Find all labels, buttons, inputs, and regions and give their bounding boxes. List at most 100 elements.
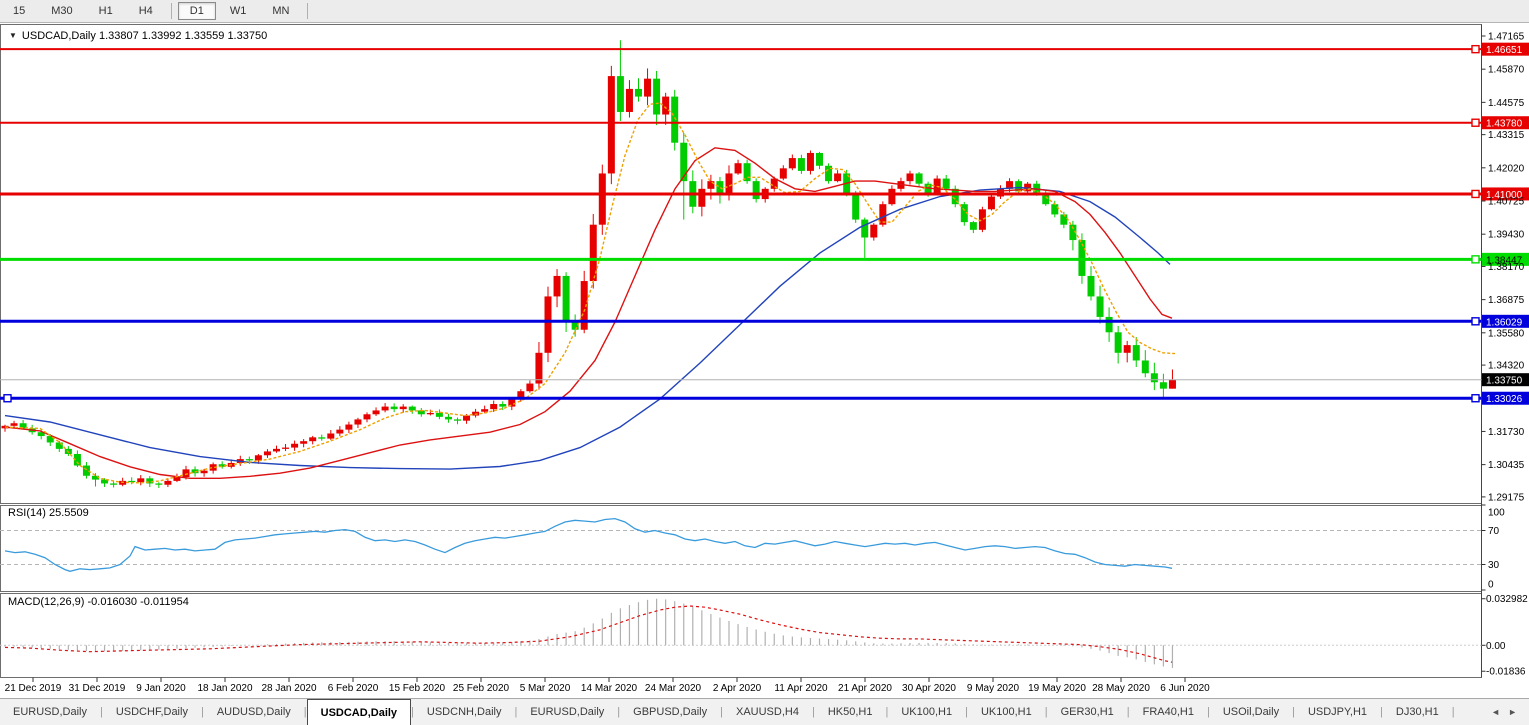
x-axis-date-label: 14 Mar 2020 xyxy=(581,683,638,694)
chart-tab-eurusd-daily[interactable]: EURUSD,Daily xyxy=(13,706,87,718)
chart-tab-hk50-h1[interactable]: HK50,H1 xyxy=(827,706,873,718)
chart-tab-fra40-h1[interactable]: FRA40,H1 xyxy=(1142,706,1194,718)
chart-tab-usdcnh-daily[interactable]: USDCNH,Daily xyxy=(426,706,502,718)
y-axis-tick: 1.38170 xyxy=(1488,262,1525,273)
x-axis-date-label: 24 Mar 2020 xyxy=(645,683,702,694)
ma-mid-line xyxy=(4,147,1173,479)
x-axis-date-label: 21 Apr 2020 xyxy=(838,683,892,694)
chart-window[interactable]: 1.46651 1.43780 1.41000 1.38447 1.36029 1.330… xyxy=(0,23,1529,698)
rsi-indicator-label: RSI(14) 25.5509 xyxy=(8,507,89,519)
chart-tab-usdjpy-h1[interactable]: USDJPY,H1 xyxy=(1307,706,1368,718)
timeframe-button-d1[interactable]: D1 xyxy=(177,2,216,20)
macd-indicator-label: MACD(12,26,9) -0.016030 -0.011954 xyxy=(8,596,189,608)
chart-tab-gbpusd-daily[interactable]: GBPUSD,Daily xyxy=(633,706,708,718)
x-axis-date-label: 30 Apr 2020 xyxy=(902,683,956,694)
chart-tab-usdcad-daily[interactable]: USDCAD,Daily xyxy=(306,699,412,725)
x-axis-date-label: 25 Feb 2020 xyxy=(453,683,510,694)
quote-high: 1.33992 xyxy=(141,30,182,42)
x-axis-date-label: 6 Feb 2020 xyxy=(328,683,379,694)
timeframe-button-w1[interactable]: W1 xyxy=(229,5,247,17)
hline-handle[interactable] xyxy=(1471,44,1480,54)
svg-text:1.46651: 1.46651 xyxy=(1486,45,1523,56)
chart-tab-usdchf-daily[interactable]: USDCHF,Daily xyxy=(115,706,188,718)
symbol-dropdown-icon[interactable]: ▼ xyxy=(9,31,17,40)
macd-histogram xyxy=(4,598,1174,668)
macd-value-1: -0.016030 xyxy=(87,596,138,608)
y-axis-tick: 1.31730 xyxy=(1488,427,1525,438)
price-1.36029-badge xyxy=(1482,314,1529,328)
tab-scroll-left-icon[interactable]: ◄ xyxy=(1491,707,1501,717)
chart-tab-uk100-h1[interactable]: UK100,H1 xyxy=(901,706,953,718)
svg-text:1.33750: 1.33750 xyxy=(1486,376,1523,387)
rsi-line xyxy=(4,517,1173,572)
macd-axis-tick: -0.01836 xyxy=(1486,667,1526,678)
y-axis-tick: 1.42020 xyxy=(1488,163,1525,174)
timeframe-button-h4[interactable]: H4 xyxy=(138,5,153,17)
tab-separator: | xyxy=(411,706,414,718)
x-axis-date-label: 5 Mar 2020 xyxy=(520,683,571,694)
y-axis-tick: 1.43315 xyxy=(1488,130,1525,141)
price-1.33026-badge xyxy=(1482,391,1529,405)
chart-tab-eurusd-daily[interactable]: EURUSD,Daily xyxy=(530,706,605,718)
x-axis-date-label: 28 May 2020 xyxy=(1092,683,1150,694)
macd-signal-line xyxy=(4,605,1173,663)
y-axis-tick: 1.44575 xyxy=(1488,98,1525,109)
tab-separator: | xyxy=(1206,706,1210,718)
tab-separator: | xyxy=(1451,706,1455,718)
x-axis-date-label: 18 Jan 2020 xyxy=(197,683,252,694)
tab-scroll-right-icon[interactable]: ► xyxy=(1508,707,1517,717)
price-1.38447-badge xyxy=(1482,252,1529,266)
quote-open: 1.33807 xyxy=(98,30,139,42)
tab-separator: | xyxy=(99,706,103,718)
svg-text:1.36029: 1.36029 xyxy=(1486,317,1523,328)
timeframe-button-m30[interactable]: M30 xyxy=(51,5,73,17)
price-1.41000-badge xyxy=(1482,187,1529,201)
rsi-axis-tick: 100 xyxy=(1488,508,1505,519)
x-axis-date-label: 31 Dec 2019 xyxy=(69,683,126,694)
hline-handle[interactable] xyxy=(1471,317,1480,326)
x-axis-date-label: 6 Jun 2020 xyxy=(1160,683,1210,694)
rsi-axis-tick: 70 xyxy=(1488,526,1500,537)
svg-text:1.38447: 1.38447 xyxy=(1486,255,1523,266)
quote-low: 1.33559 xyxy=(184,30,225,42)
macd-value-2: -0.011954 xyxy=(140,596,189,608)
y-axis-tick: 1.34320 xyxy=(1488,361,1525,372)
ma-fast-line xyxy=(4,102,1176,484)
chart-tab-ger30-h1[interactable]: GER30,H1 xyxy=(1060,706,1114,718)
timeframe-toolbar: 15 M30 H1 H4 D1 W1 MN xyxy=(0,0,1529,23)
chart-tab-dj30-h1[interactable]: DJ30,H1 xyxy=(1395,706,1439,718)
rsi-axis-tick: 30 xyxy=(1488,560,1500,571)
hline-handle[interactable] xyxy=(1471,255,1480,264)
y-axis-tick: 1.40725 xyxy=(1488,196,1525,207)
x-axis-date-label: 19 May 2020 xyxy=(1028,683,1086,694)
timeframe-button-15[interactable]: 15 xyxy=(13,5,26,17)
tab-separator: | xyxy=(1292,706,1295,718)
chart-tab-xauusd-h4[interactable]: XAUUSD,H4 xyxy=(735,706,799,718)
x-axis-date-label: 21 Dec 2019 xyxy=(5,683,62,694)
tab-separator: | xyxy=(200,706,204,718)
svg-text:1.33026: 1.33026 xyxy=(1486,394,1523,405)
x-axis-date-label: 9 Jan 2020 xyxy=(136,683,186,694)
y-axis-tick: 1.35580 xyxy=(1488,328,1525,339)
rsi-axis-tick: 0 xyxy=(1488,580,1494,591)
current-price-badge xyxy=(1482,373,1529,387)
price-chart-canvas[interactable]: 1.46651 1.43780 1.41000 1.38447 1.36029 1.330… xyxy=(0,23,1529,698)
tab-separator: | xyxy=(1380,706,1383,718)
timeframe-button-mn[interactable]: MN xyxy=(272,5,290,17)
chart-tab-uk100-h1[interactable]: UK100,H1 xyxy=(980,706,1032,718)
chart-tab-usoil-daily[interactable]: USOil,Daily xyxy=(1222,706,1280,718)
tab-separator: | xyxy=(617,706,621,718)
tab-scroll-arrows: ◄ ► xyxy=(1487,699,1529,725)
tab-separator: | xyxy=(811,706,815,718)
hline-handle[interactable] xyxy=(3,394,12,403)
timeframe-button-h1[interactable]: H1 xyxy=(98,5,113,17)
hline-handle[interactable] xyxy=(1471,118,1480,127)
chart-tab-audusd-daily[interactable]: AUDUSD,Daily xyxy=(216,706,291,718)
hline-handle[interactable] xyxy=(1471,189,1480,199)
tab-separator: | xyxy=(965,706,968,718)
x-axis-date-label: 9 May 2020 xyxy=(967,683,1020,694)
svg-text:1.41000: 1.41000 xyxy=(1486,190,1523,201)
chart-title: ▼ USDCAD,Daily 1.33807 1.33992 1.33559 1.… xyxy=(9,30,267,42)
chart-symbol: USDCAD,Daily xyxy=(21,30,96,42)
hline-handle[interactable] xyxy=(1471,394,1480,403)
